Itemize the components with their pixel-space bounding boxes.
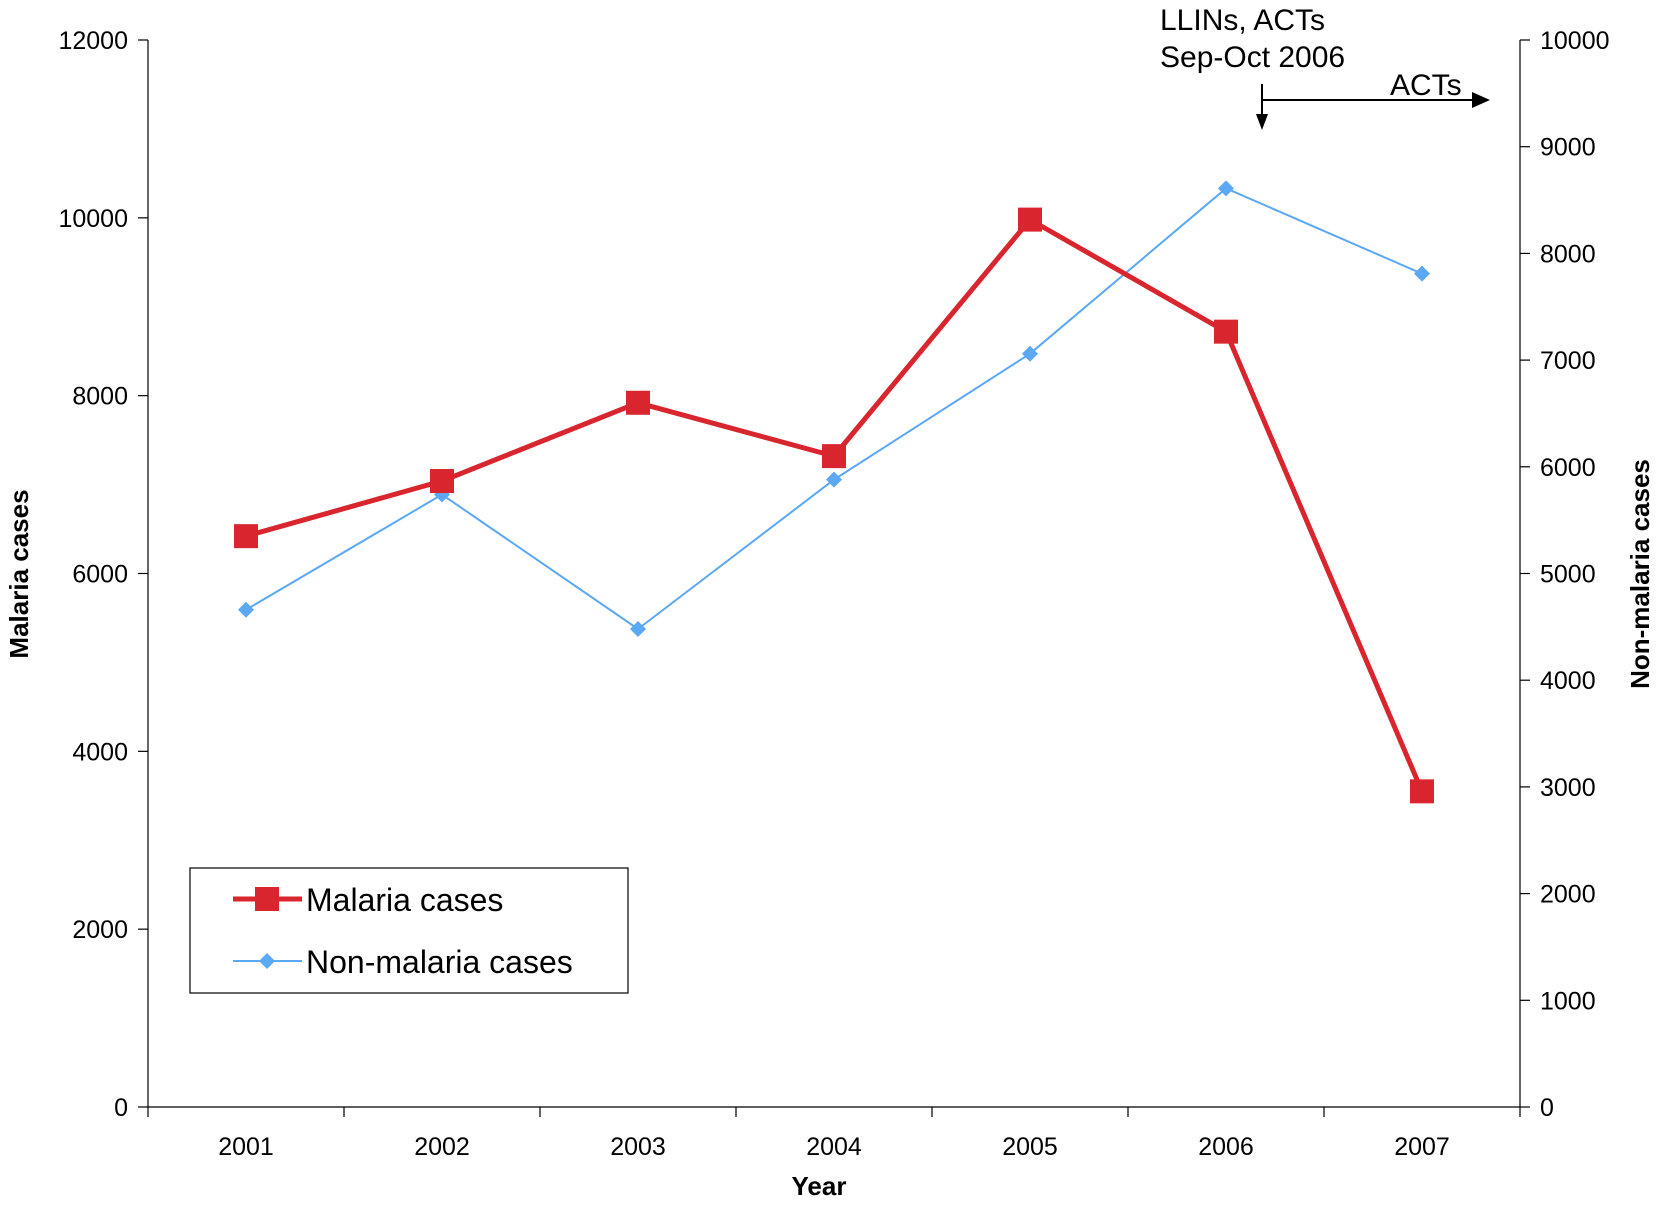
legend-nonmalaria-label: Non-malaria cases <box>306 944 573 980</box>
non-malaria-series-line <box>245 187 1423 630</box>
legend-malaria-marker <box>255 887 279 911</box>
x-tick-label: 2005 <box>1002 1133 1058 1161</box>
x-tick-label: 2006 <box>1198 1133 1254 1161</box>
legend-nonmalaria-marker <box>259 953 275 969</box>
right-tick-label: 8000 <box>1540 240 1596 268</box>
x-tick-label: 2004 <box>806 1133 862 1161</box>
legend-malaria-label: Malaria cases <box>306 882 503 918</box>
intervention-annotation: LLINs, ACTs Sep-Oct 2006 ACTs <box>1160 4 1490 130</box>
malaria-point <box>1214 319 1238 344</box>
malaria-point <box>626 390 650 415</box>
left-tick-label: 10000 <box>58 205 128 233</box>
malaria-point <box>234 524 258 549</box>
acts-arrow-head <box>1472 92 1490 108</box>
series-layer <box>234 180 1434 804</box>
right-tick-label: 9000 <box>1540 134 1596 162</box>
annotation-line1: LLINs, ACTs <box>1160 4 1325 37</box>
x-tick-label: 2003 <box>610 1133 666 1161</box>
left-tick-label: 8000 <box>72 383 128 411</box>
left-axis-title: Malaria cases <box>4 489 34 658</box>
malaria-point <box>1410 779 1434 804</box>
x-tick-label: 2001 <box>218 1133 274 1161</box>
malaria-point <box>430 469 454 494</box>
right-tick-label: 3000 <box>1540 774 1596 802</box>
right-tick-label: 10000 <box>1540 27 1610 55</box>
malaria-point <box>822 444 846 469</box>
x-tick-label: 2007 <box>1394 1133 1450 1161</box>
non-malaria-point <box>826 471 842 488</box>
right-tick-label: 4000 <box>1540 667 1596 695</box>
right-axis-title: Non-malaria cases <box>1625 459 1655 689</box>
left-tick-label: 4000 <box>72 738 128 766</box>
x-tick-label: 2002 <box>414 1133 470 1161</box>
legend: Malaria cases Non-malaria cases <box>189 867 629 994</box>
right-tick-label: 6000 <box>1540 454 1596 482</box>
non-malaria-point <box>1414 265 1430 282</box>
left-tick-label: 0 <box>114 1094 128 1122</box>
non-malaria-point <box>238 601 254 618</box>
acts-label: ACTs <box>1390 69 1462 102</box>
malaria-point <box>1018 207 1042 232</box>
left-tick-label: 6000 <box>72 561 128 589</box>
right-tick-label: 5000 <box>1540 561 1596 589</box>
left-tick-label: 12000 <box>58 27 128 55</box>
annotation-line2: Sep-Oct 2006 <box>1160 41 1345 74</box>
non-malaria-point <box>1218 180 1234 197</box>
non-malaria-point <box>1022 345 1038 362</box>
left-tick-label: 2000 <box>72 916 128 944</box>
right-tick-label: 0 <box>1540 1094 1554 1122</box>
right-tick-label: 1000 <box>1540 987 1596 1015</box>
x-axis-title: Year <box>792 1171 847 1201</box>
non-malaria-point <box>630 620 646 637</box>
intervention-down-arrow-head <box>1256 114 1268 130</box>
axes: 0 2000 4000 6000 8000 10000 12000 0 1000 2000 3000… <box>58 27 1609 1161</box>
right-tick-label: 7000 <box>1540 347 1596 375</box>
right-tick-label: 2000 <box>1540 881 1596 909</box>
